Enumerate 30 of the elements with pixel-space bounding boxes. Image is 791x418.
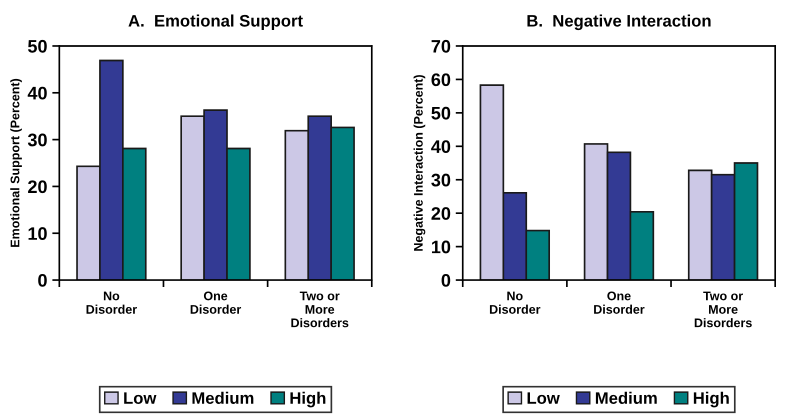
x-tick-label: Two or More Disorders: [291, 292, 348, 328]
legend-label: Low: [528, 392, 560, 404]
y-axis-title: Negative Interaction (Percent): [414, 75, 426, 251]
x-tick-label: No Disorder: [490, 292, 540, 314]
legend-label: High: [290, 392, 326, 408]
x-tick-label: One Disorder: [594, 292, 644, 314]
x-tick-label: Two or More Disorders: [694, 292, 752, 328]
y-tick-label: 0: [38, 274, 47, 287]
y-tick-label: 40: [28, 86, 47, 100]
y-tick-label: 20: [431, 207, 450, 220]
y-tick-label: 10: [432, 240, 450, 254]
y-tick-label: 70: [432, 40, 450, 53]
y-tick-label: 40: [431, 140, 450, 154]
y-tick-label: 50: [431, 106, 450, 120]
legend-label: Medium: [596, 392, 657, 404]
y-tick-label: 30: [431, 174, 450, 186]
legend-label: Low: [124, 392, 156, 404]
chart-title: A. Emotional Support: [128, 14, 303, 30]
y-tick-label: 60: [432, 73, 450, 86]
y-tick-label: 50: [28, 40, 47, 53]
x-tick-label: No Disorder: [86, 292, 137, 314]
y-tick-label: 20: [28, 180, 47, 194]
y-tick-label: 10: [28, 227, 47, 240]
legend-label: High: [694, 392, 729, 408]
y-tick-label: 0: [442, 274, 450, 287]
y-axis-title: Emotional Support (Percent): [10, 78, 22, 247]
x-tick-label: One Disorder: [190, 292, 242, 314]
chart-title: B. Negative Interaction: [527, 14, 711, 30]
y-tick-label: 30: [28, 134, 47, 146]
legend-label: Medium: [192, 392, 254, 404]
